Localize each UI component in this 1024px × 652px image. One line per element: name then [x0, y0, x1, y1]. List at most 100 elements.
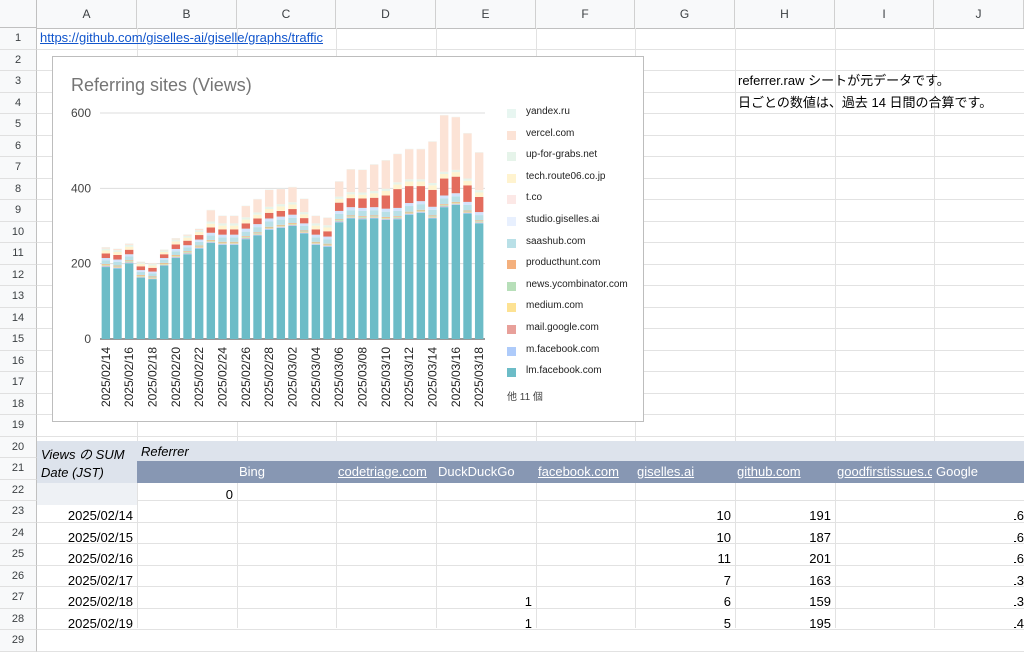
bar-segment: [102, 267, 110, 339]
row-header-19[interactable]: 19: [0, 415, 37, 437]
row-header-11[interactable]: 11: [0, 243, 37, 265]
row-header-17[interactable]: 17: [0, 372, 37, 394]
bar-segment: [288, 218, 296, 223]
bar-segment: [347, 215, 355, 216]
bar-segment: [358, 217, 366, 218]
row-header-5[interactable]: 5: [0, 114, 37, 136]
row-header-24[interactable]: 24: [0, 523, 37, 545]
bar-segment: [288, 202, 296, 204]
bar-segment: [125, 257, 133, 261]
row-header-12[interactable]: 12: [0, 265, 37, 287]
row-header-20[interactable]: 20: [0, 437, 37, 459]
row-header-6[interactable]: 6: [0, 136, 37, 158]
bar-segment: [358, 195, 366, 199]
pivot-j-cell: 13: [1014, 594, 1024, 609]
row-header-2[interactable]: 2: [0, 50, 37, 72]
row-header-27[interactable]: 27: [0, 587, 37, 609]
column-header-f[interactable]: F: [536, 0, 635, 28]
column-header-e[interactable]: E: [436, 0, 536, 28]
row-header-26[interactable]: 26: [0, 566, 37, 588]
bar-segment: [347, 192, 355, 194]
bar-segment: [137, 266, 145, 270]
grid-column-line: [835, 28, 836, 628]
row-header-23[interactable]: 23: [0, 501, 37, 523]
bar-segment: [160, 264, 168, 265]
bar-segment: [195, 229, 203, 230]
bar-segment: [347, 218, 355, 339]
pivot-header-4[interactable]: giselles.ai: [637, 464, 733, 479]
row-header-18[interactable]: 18: [0, 394, 37, 416]
bar-segment: [253, 212, 261, 214]
column-header-c[interactable]: C: [237, 0, 336, 28]
row-header-16[interactable]: 16: [0, 351, 37, 373]
bar-segment: [172, 258, 180, 339]
row-header-9[interactable]: 9: [0, 200, 37, 222]
bar-segment: [113, 269, 121, 339]
bar-segment: [393, 216, 401, 217]
row-header-7[interactable]: 7: [0, 157, 37, 179]
row-header-4[interactable]: 4: [0, 93, 37, 115]
row-header-14[interactable]: 14: [0, 308, 37, 330]
row-header-8[interactable]: 8: [0, 179, 37, 201]
column-header-a[interactable]: A: [37, 0, 137, 28]
bar-segment: [195, 246, 203, 247]
bar-segment: [417, 204, 425, 210]
row-header-3[interactable]: 3: [0, 71, 37, 93]
bar-segment: [335, 211, 343, 214]
bar-segment: [417, 211, 425, 212]
bar-segment: [242, 206, 250, 217]
bar-segment: [288, 224, 296, 225]
bar-segment: [137, 275, 145, 276]
bar-segment: [102, 258, 110, 260]
grid-row-29: [37, 630, 1024, 652]
bar-segment: [370, 215, 378, 216]
bar-segment: [277, 217, 285, 220]
legend-swatch: [507, 325, 516, 334]
bar-segment: [405, 212, 413, 213]
row-header-13[interactable]: 13: [0, 286, 37, 308]
column-header-d[interactable]: D: [336, 0, 436, 28]
row-header-10[interactable]: 10: [0, 222, 37, 244]
bar-segment: [335, 197, 343, 199]
pivot-h-cell: 191: [735, 508, 831, 523]
bar-segment: [253, 224, 261, 227]
bar-segment: [347, 210, 355, 215]
bar-segment: [312, 229, 320, 234]
row-header-21[interactable]: 21: [0, 458, 37, 480]
row-header-15[interactable]: 15: [0, 329, 37, 351]
row-header-25[interactable]: 25: [0, 544, 37, 566]
cell-a1-link[interactable]: https://github.com/giselles-ai/giselle/g…: [40, 30, 323, 45]
legend-more-text[interactable]: 他 11 個: [507, 388, 543, 403]
pivot-header-5[interactable]: github.com: [737, 464, 833, 479]
row-header-22[interactable]: 22: [0, 480, 37, 502]
pivot-header-3[interactable]: facebook.com: [538, 464, 633, 479]
column-header-h[interactable]: H: [735, 0, 835, 28]
bar-segment: [300, 226, 308, 231]
bar-segment: [125, 244, 133, 245]
row-header-28[interactable]: 28: [0, 609, 37, 631]
bar-segment: [160, 266, 168, 339]
bar-segment: [242, 220, 250, 224]
row-header-29[interactable]: 29: [0, 630, 37, 652]
legend-swatch: [507, 195, 516, 204]
pivot-header-6[interactable]: goodfirstissues.c: [837, 464, 932, 479]
row-header-1[interactable]: 1: [0, 28, 37, 50]
bar-segment: [125, 254, 133, 256]
pivot-header-1[interactable]: codetriage.com: [338, 464, 434, 479]
select-all-corner[interactable]: [0, 0, 37, 28]
bar-segment: [207, 242, 215, 243]
column-header-g[interactable]: G: [635, 0, 735, 28]
bar-segment: [265, 213, 273, 219]
bar-segment: [358, 192, 366, 194]
bar-segment: [417, 149, 425, 179]
column-header-b[interactable]: B: [137, 0, 237, 28]
bar-segment: [405, 206, 413, 212]
column-header-i[interactable]: I: [835, 0, 934, 28]
bar-segment: [312, 235, 320, 238]
y-tick-label: 600: [71, 106, 91, 120]
bar-segment: [207, 228, 215, 233]
column-header-j[interactable]: J: [934, 0, 1024, 28]
bar-segment: [137, 272, 145, 275]
bar-segment: [102, 264, 110, 265]
